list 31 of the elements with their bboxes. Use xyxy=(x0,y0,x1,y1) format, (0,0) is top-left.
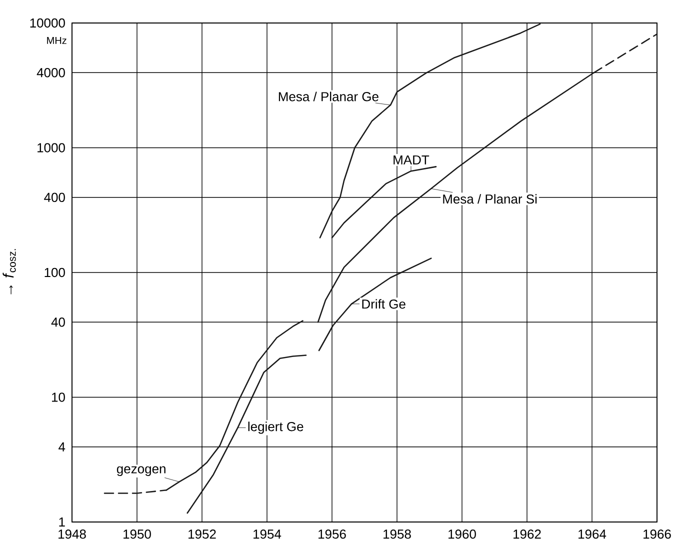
x-tick-label: 1956 xyxy=(318,530,346,539)
y-tick-label: 100 xyxy=(44,268,65,278)
line-series xyxy=(331,166,437,238)
line-series xyxy=(186,354,307,514)
x-tick-label: 1964 xyxy=(578,530,606,539)
x-tick-label: 1952 xyxy=(188,530,216,539)
y-tick-label: 4000 xyxy=(36,68,65,78)
series-label: MADT xyxy=(394,155,430,164)
y-tick-label: 1000 xyxy=(38,143,65,152)
x-tick-label: 1962 xyxy=(514,530,541,539)
series-label: gezogen xyxy=(116,466,166,476)
y-axis-title: → f$_{cosz.}$ xyxy=(2,249,16,294)
y-tick-label: 4 xyxy=(58,442,66,452)
line-series xyxy=(318,258,432,352)
y-tick-label: 40 xyxy=(51,318,65,327)
x-tick-label: 1948 xyxy=(58,530,86,539)
x-tick-label: 1958 xyxy=(384,530,411,539)
x-tick-label: 1950 xyxy=(124,530,151,539)
x-tick-label: 1954 xyxy=(254,530,282,539)
y-tick-label: 10 xyxy=(52,392,65,402)
y-tick-label: 1 xyxy=(59,518,65,526)
line-series xyxy=(319,23,541,238)
series-label: Drift Ge xyxy=(362,299,406,309)
series-label: legiert Ge xyxy=(248,422,304,434)
x-tick-label: 1966 xyxy=(644,530,671,539)
text: MHz xyxy=(47,37,66,44)
y-tick-label: 400 xyxy=(44,192,65,202)
series-label: Mesa / Planar Si xyxy=(443,194,537,204)
y-tick-label: 10000 xyxy=(30,18,65,28)
series-label: Mesa / Planar Ge xyxy=(278,92,378,102)
x-tick-label: 1960 xyxy=(448,530,476,539)
